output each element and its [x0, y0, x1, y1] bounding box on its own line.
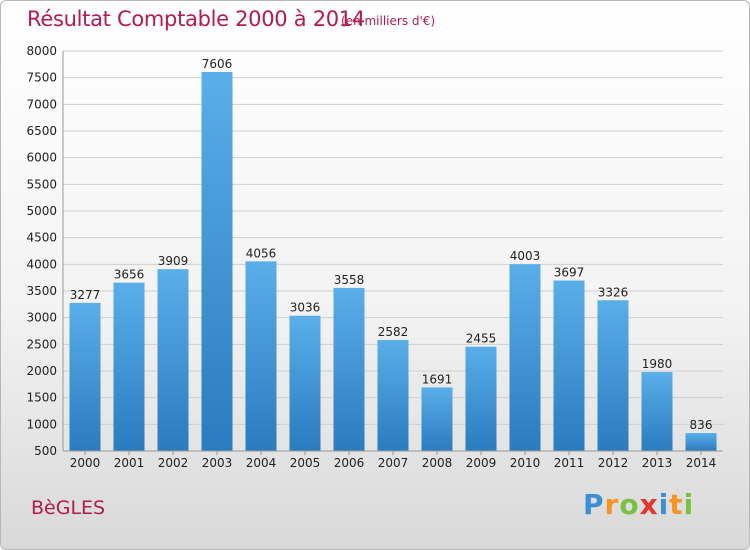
data-label: 7606	[202, 57, 233, 71]
data-label: 3277	[70, 288, 101, 302]
logo-letter: o	[619, 488, 640, 521]
data-label: 836	[690, 418, 713, 432]
y-tick-label: 3000	[26, 311, 57, 325]
bar-2008	[421, 387, 453, 451]
data-label: 3697	[554, 265, 585, 279]
y-tick-label: 5000	[26, 204, 57, 218]
y-axis: 500 1000 1500 2000 2500 3000 3500 4000 4500 5000 5…	[26, 44, 64, 458]
data-label: 3326	[598, 285, 629, 299]
x-tick-label: 2004	[246, 456, 277, 470]
x-tick-label: 2008	[422, 456, 453, 470]
data-label: 3558	[334, 273, 365, 287]
bar-2005	[289, 315, 321, 451]
y-tick-label: 1500	[26, 391, 57, 405]
data-label: 2582	[378, 325, 409, 339]
bar-2010	[509, 264, 541, 451]
data-label: 3656	[114, 268, 145, 282]
bar-2000	[69, 302, 101, 451]
logo-letter: P	[583, 488, 605, 521]
bar-2001	[113, 282, 145, 451]
x-tick-label: 2007	[378, 456, 409, 470]
x-tick-label: 2010	[510, 456, 541, 470]
y-tick-label: 4000	[26, 257, 57, 271]
y-tick-label: 5500	[26, 177, 57, 191]
bar-2013	[641, 372, 673, 451]
data-label: 1980	[642, 357, 673, 371]
x-tick-label: 2014	[686, 456, 717, 470]
x-tick-label: 2005	[290, 456, 321, 470]
bar-2003	[201, 72, 233, 451]
chart-title: Résultat Comptable 2000 à 2014	[27, 7, 365, 31]
x-tick-label: 2000	[70, 456, 101, 470]
logo-letter: t	[669, 488, 684, 521]
logo-letter: r	[604, 488, 620, 521]
chart-subtitle: (en milliers d'€)	[341, 14, 436, 28]
town-name: BèGLES	[31, 497, 106, 519]
bars: 3277 3656 3909 7606 4056 3036 3558 2582 1691 2455…	[69, 57, 717, 451]
y-tick-label: 2000	[26, 364, 57, 378]
data-label: 3036	[290, 301, 321, 315]
data-label: 4056	[246, 246, 277, 260]
x-tick-label: 2003	[202, 456, 233, 470]
x-axis: 2000 2001 2002 2003 2004 2005 2006 2007 2008 2009…	[63, 450, 723, 470]
bar-2011	[553, 280, 585, 451]
y-tick-label: 8000	[26, 44, 57, 58]
bar-2014	[685, 433, 717, 451]
y-tick-label: 6500	[26, 124, 57, 138]
y-tick-label: 3500	[26, 284, 57, 298]
x-tick-label: 2006	[334, 456, 365, 470]
data-label: 4003	[510, 249, 541, 263]
x-tick-label: 2013	[642, 456, 673, 470]
x-tick-label: 2002	[158, 456, 189, 470]
y-tick-label: 7500	[26, 71, 57, 85]
bar-2012	[597, 300, 629, 451]
y-tick-label: 1000	[26, 417, 57, 431]
bar-2006	[333, 287, 365, 451]
bar-2004	[245, 261, 277, 451]
bar-2009	[465, 346, 497, 451]
y-tick-label: 2500	[26, 337, 57, 351]
proxiti-logo[interactable]: Proxiti	[583, 488, 694, 521]
data-label: 3909	[158, 254, 189, 268]
data-label: 2455	[466, 332, 497, 346]
logo-letter: i	[683, 488, 695, 521]
x-tick-label: 2009	[466, 456, 497, 470]
y-tick-label: 6000	[26, 151, 57, 165]
y-tick-label: 4500	[26, 231, 57, 245]
logo-letter: i	[658, 488, 670, 521]
x-tick-label: 2012	[598, 456, 629, 470]
bar-2007	[377, 339, 409, 451]
data-label: 1691	[422, 372, 453, 386]
logo-letter: x	[639, 488, 659, 521]
y-tick-label: 7000	[26, 97, 57, 111]
bar-2002	[157, 269, 189, 451]
x-tick-label: 2001	[114, 456, 145, 470]
x-tick-label: 2011	[554, 456, 585, 470]
y-tick-label: 500	[34, 444, 57, 458]
